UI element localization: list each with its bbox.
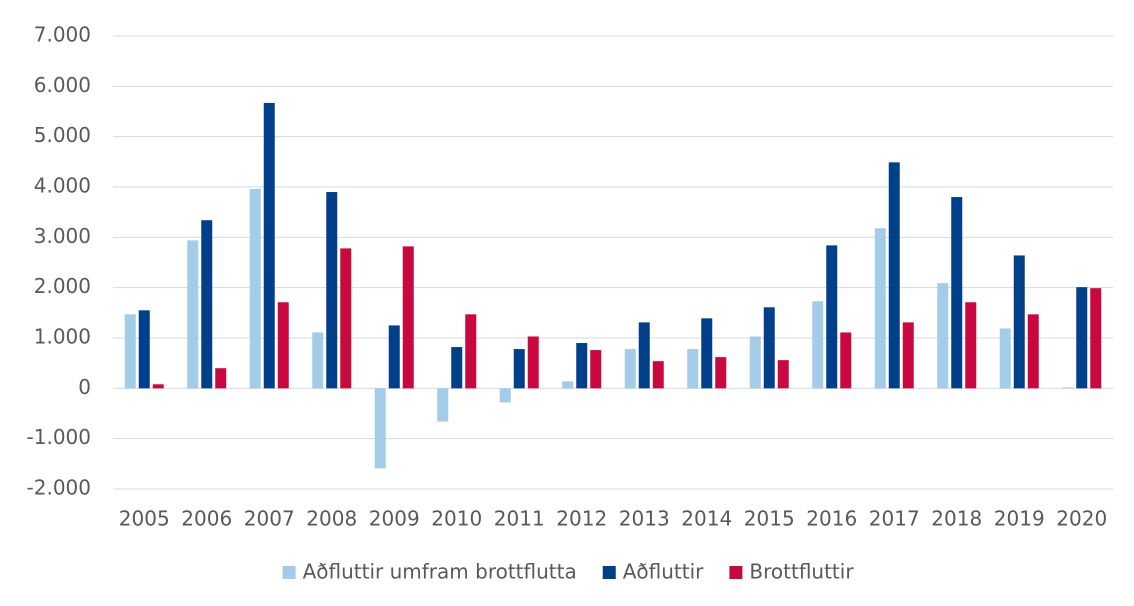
- bar: [874, 228, 886, 389]
- bar: [138, 310, 150, 389]
- bar: [590, 350, 602, 389]
- x-tick-label: 2013: [619, 507, 670, 531]
- x-tick-label: 2009: [369, 507, 420, 531]
- bar: [701, 318, 713, 389]
- bar: [340, 248, 352, 389]
- bar: [937, 283, 949, 389]
- bar: [215, 368, 227, 389]
- bar: [638, 322, 650, 389]
- legend-swatch: [729, 566, 743, 579]
- bar: [402, 246, 414, 389]
- legend-label: Aðfluttir umfram brottflutta: [303, 560, 577, 584]
- bar: [263, 102, 275, 389]
- y-tick-label: 1.000: [34, 325, 91, 349]
- bar: [437, 388, 449, 422]
- x-tick-label: 2016: [806, 507, 857, 531]
- y-tick-label: 2.000: [34, 274, 91, 298]
- y-tick-label: 5.000: [34, 123, 91, 147]
- bar: [777, 360, 789, 389]
- x-tick-label: 2008: [306, 507, 357, 531]
- bar: [763, 307, 775, 389]
- bar: [624, 349, 636, 389]
- bar: [1062, 387, 1074, 389]
- bar: [965, 302, 977, 389]
- bar: [902, 322, 914, 389]
- x-tick-label: 2006: [181, 507, 232, 531]
- x-tick-label: 2011: [494, 507, 545, 531]
- y-tick-label: 7.000: [34, 23, 91, 47]
- x-tick-label: 2015: [744, 507, 795, 531]
- x-tick-label: 2020: [1056, 507, 1107, 531]
- y-tick-label: 6.000: [34, 73, 91, 97]
- bar: [152, 384, 164, 389]
- bar: [1013, 255, 1025, 389]
- y-tick-label: -2.000: [27, 476, 91, 500]
- bar: [513, 349, 525, 389]
- legend-swatch: [602, 566, 616, 579]
- x-tick-label: 2014: [681, 507, 732, 531]
- bar: [187, 240, 199, 389]
- x-tick-label: 2017: [869, 507, 920, 531]
- x-tick-label: 2010: [431, 507, 482, 531]
- x-tick-label: 2007: [244, 507, 295, 531]
- bar: [451, 347, 463, 389]
- y-tick-label: -1.000: [27, 425, 91, 449]
- bar: [1090, 288, 1102, 389]
- bar: [715, 357, 727, 389]
- bar: [326, 192, 338, 389]
- bar: [1076, 287, 1088, 389]
- bar: [201, 220, 213, 389]
- bar: [888, 162, 900, 389]
- y-tick-label: 3.000: [34, 224, 91, 248]
- bar: [124, 314, 136, 389]
- bar: [749, 336, 761, 389]
- x-tick-label: 2019: [994, 507, 1045, 531]
- bar: [562, 381, 574, 389]
- bar: [1027, 314, 1039, 389]
- bar: [374, 388, 386, 469]
- bar: [576, 343, 588, 389]
- bar: [312, 332, 324, 389]
- bar: [652, 361, 664, 389]
- bar: [499, 388, 511, 403]
- x-tick-label: 2018: [931, 507, 982, 531]
- bar: [999, 328, 1011, 389]
- bar: [826, 245, 838, 389]
- legend-label: Brottfluttir: [749, 560, 854, 584]
- bar: [388, 325, 400, 389]
- x-tick-label: 2005: [119, 507, 170, 531]
- x-tick-label: 2012: [556, 507, 607, 531]
- bar: [687, 349, 699, 389]
- bar: [840, 332, 852, 389]
- bar: [951, 197, 963, 389]
- y-tick-label: 4.000: [34, 174, 91, 198]
- bar: [465, 314, 477, 389]
- bar: [277, 302, 289, 389]
- legend-label: Aðfluttir: [623, 560, 704, 584]
- legend-swatch: [282, 566, 296, 579]
- bar: [812, 301, 824, 389]
- y-tick-label: 0: [78, 375, 91, 399]
- bar: [527, 336, 539, 389]
- bar: [249, 189, 261, 389]
